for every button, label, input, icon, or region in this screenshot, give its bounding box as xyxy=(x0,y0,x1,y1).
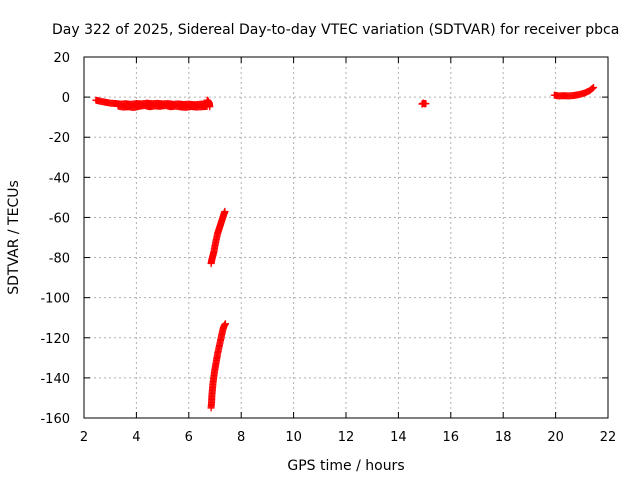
y-tick-label: -20 xyxy=(49,131,70,146)
y-tick-label: -80 xyxy=(49,252,70,267)
y-tick-label: 20 xyxy=(53,51,70,66)
y-tick-label: -160 xyxy=(40,412,70,427)
y-tick-label: -140 xyxy=(40,372,70,387)
y-tick-label: -60 xyxy=(49,211,70,226)
data-point xyxy=(205,99,213,107)
x-tick-label: 12 xyxy=(338,430,355,445)
data-point xyxy=(589,84,597,92)
data-point xyxy=(221,207,229,215)
x-tick-label: 18 xyxy=(495,430,512,445)
x-tick-label: 22 xyxy=(600,430,617,445)
x-tick-label: 20 xyxy=(547,430,564,445)
data-points xyxy=(92,83,598,412)
data-point xyxy=(590,83,598,91)
data-point xyxy=(221,320,229,328)
x-tick-label: 2 xyxy=(80,430,88,445)
y-tick-label: -120 xyxy=(40,332,70,347)
x-tick-label: 14 xyxy=(390,430,407,445)
x-tick-label: 6 xyxy=(185,430,193,445)
y-tick-label: -40 xyxy=(49,171,70,186)
x-tick-label: 4 xyxy=(132,430,140,445)
data-point xyxy=(588,85,596,93)
x-axis-label: GPS time / hours xyxy=(287,458,404,474)
x-axis: 2 4 6 8 10 12 14 16 18 20 22 xyxy=(80,57,616,445)
data-point xyxy=(422,100,430,108)
grid-lines xyxy=(84,57,608,418)
y-axis: 20 0 -20 -40 -60 -80 -100 -120 -140 -160 xyxy=(40,51,608,427)
x-tick-label: 16 xyxy=(443,430,460,445)
y-axis-label: SDTVAR / TECUs xyxy=(6,180,22,295)
y-tick-label: 0 xyxy=(62,91,70,106)
x-tick-label: 10 xyxy=(285,430,302,445)
y-tick-label: -100 xyxy=(40,292,70,307)
chart-title: Day 322 of 2025, Sidereal Day-to-day VTE… xyxy=(52,22,619,38)
x-tick-label: 8 xyxy=(237,430,245,445)
